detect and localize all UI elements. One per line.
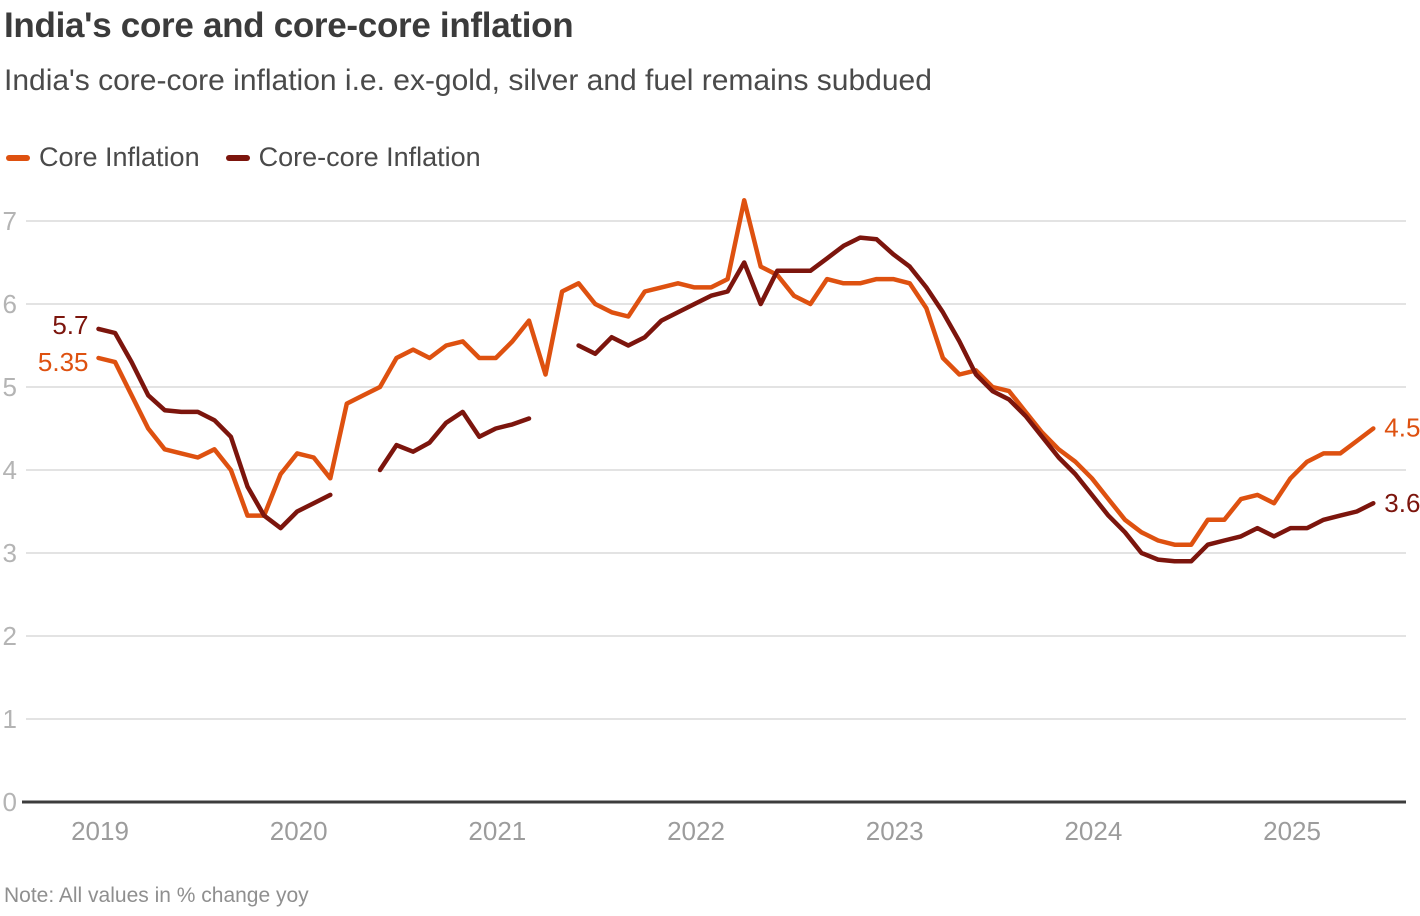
y-tick-label: 0 <box>3 787 17 817</box>
legend: Core Inflation Core-core Inflation <box>6 142 481 173</box>
y-tick-label: 4 <box>3 455 17 485</box>
value-annotation: 5.35 <box>38 347 89 377</box>
footnote: Note: All values in % change yoy <box>4 884 309 907</box>
value-annotation: 4.5 <box>1384 413 1420 443</box>
value-annotation: 5.7 <box>52 310 88 340</box>
y-tick-label: 1 <box>3 704 17 734</box>
y-tick-label: 2 <box>3 621 17 651</box>
legend-swatch-core-icon <box>6 154 30 161</box>
chart-subtitle: India's core-core inflation i.e. ex-gold… <box>4 64 932 97</box>
x-tick-label: 2019 <box>71 816 129 846</box>
core-core-inflation-line <box>96 235 1376 564</box>
x-tick-label: 2023 <box>866 816 924 846</box>
legend-item-core-core-inflation: Core-core Inflation <box>225 142 481 173</box>
legend-item-core-inflation: Core Inflation <box>6 142 200 173</box>
core-inflation-line <box>96 198 1376 547</box>
legend-label-core-core: Core-core Inflation <box>258 142 481 172</box>
x-tick-label: 2024 <box>1064 816 1122 846</box>
chart-title: India's core and core-core inflation <box>4 6 574 45</box>
x-tick-label: 2025 <box>1263 816 1321 846</box>
y-tick-label: 3 <box>3 538 17 568</box>
y-tick-label: 7 <box>3 206 17 236</box>
y-tick-label: 6 <box>3 289 17 319</box>
x-tick-label: 2021 <box>468 816 526 846</box>
legend-label-core: Core Inflation <box>39 142 200 172</box>
y-tick-label: 5 <box>3 372 17 402</box>
value-annotation: 3.6 <box>1384 488 1420 518</box>
x-tick-label: 2022 <box>667 816 725 846</box>
legend-swatch-core-core-icon <box>225 154 250 161</box>
x-tick-label: 2020 <box>270 816 328 846</box>
